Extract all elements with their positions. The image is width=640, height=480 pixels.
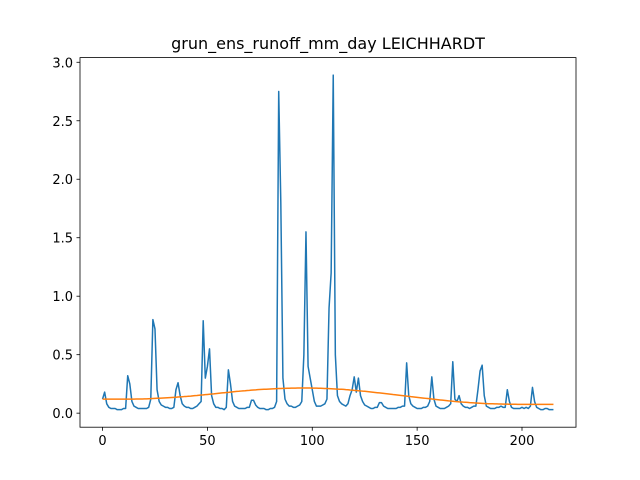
y-tick-label: 0.0 xyxy=(52,407,73,422)
y-tick-label: 1.0 xyxy=(52,290,73,305)
x-tick-label: 50 xyxy=(199,434,216,449)
y-tick-label: 1.5 xyxy=(52,232,73,247)
y-tick-label: 0.5 xyxy=(52,349,73,364)
y-tick-label: 2.5 xyxy=(52,115,73,130)
chart-title: grun_ens_runoff_mm_day LEICHHARDT xyxy=(171,34,485,54)
x-tick-label: 200 xyxy=(510,434,535,449)
line-series xyxy=(102,387,554,406)
x-tick-label: 150 xyxy=(405,434,430,449)
plot-frame xyxy=(79,57,577,428)
x-tick-label: 100 xyxy=(300,434,325,449)
y-tick-label: 2.0 xyxy=(52,173,73,188)
line-series xyxy=(101,74,554,411)
x-tick-label: 0 xyxy=(98,434,106,449)
y-tick-label: 3.0 xyxy=(52,56,73,71)
